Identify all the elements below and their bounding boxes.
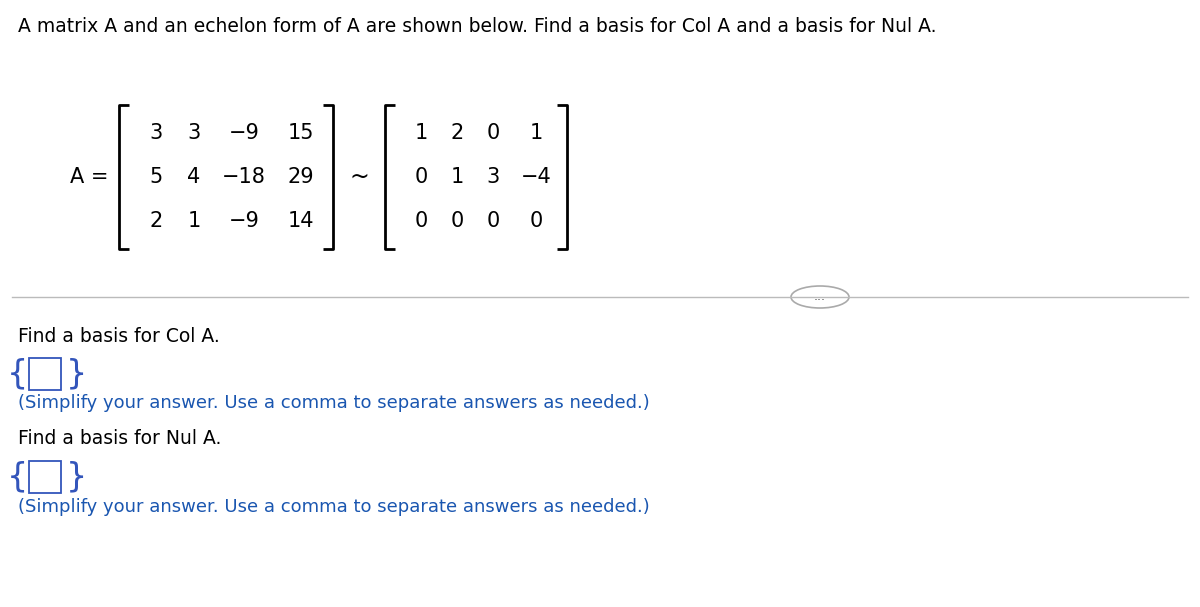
Text: −4: −4 (521, 167, 551, 187)
Text: 3: 3 (486, 167, 499, 187)
Text: 14: 14 (288, 211, 314, 231)
Text: 1: 1 (529, 123, 542, 143)
Text: }: } (66, 358, 88, 390)
Text: 3: 3 (187, 123, 200, 143)
Text: 0: 0 (414, 167, 427, 187)
Text: 1: 1 (187, 211, 200, 231)
Text: 4: 4 (187, 167, 200, 187)
Text: 0: 0 (486, 123, 499, 143)
Text: 29: 29 (288, 167, 314, 187)
Text: −9: −9 (228, 211, 259, 231)
FancyBboxPatch shape (29, 461, 61, 493)
Text: 3: 3 (149, 123, 163, 143)
Text: A =: A = (70, 167, 108, 187)
Text: 0: 0 (486, 211, 499, 231)
Text: 2: 2 (149, 211, 163, 231)
Text: {: { (7, 461, 28, 493)
Text: A matrix A and an echelon form of A are shown below. Find a basis for Col A and : A matrix A and an echelon form of A are … (18, 17, 936, 36)
Text: 1: 1 (414, 123, 427, 143)
Text: (Simplify your answer. Use a comma to separate answers as needed.): (Simplify your answer. Use a comma to se… (18, 498, 649, 516)
Text: 1: 1 (450, 167, 463, 187)
Text: 0: 0 (450, 211, 463, 231)
Text: ~: ~ (349, 165, 368, 189)
FancyBboxPatch shape (29, 358, 61, 390)
Text: ...: ... (814, 291, 826, 304)
Text: −9: −9 (228, 123, 259, 143)
Text: (Simplify your answer. Use a comma to separate answers as needed.): (Simplify your answer. Use a comma to se… (18, 394, 649, 412)
Text: Find a basis for Nul A.: Find a basis for Nul A. (18, 430, 221, 449)
Text: −18: −18 (222, 167, 266, 187)
Text: {: { (7, 358, 28, 390)
Text: 0: 0 (529, 211, 542, 231)
Text: }: } (66, 461, 88, 493)
Text: 0: 0 (414, 211, 427, 231)
Text: 15: 15 (288, 123, 314, 143)
Text: 5: 5 (149, 167, 163, 187)
Text: Find a basis for Col A.: Find a basis for Col A. (18, 328, 220, 347)
Text: 2: 2 (450, 123, 463, 143)
